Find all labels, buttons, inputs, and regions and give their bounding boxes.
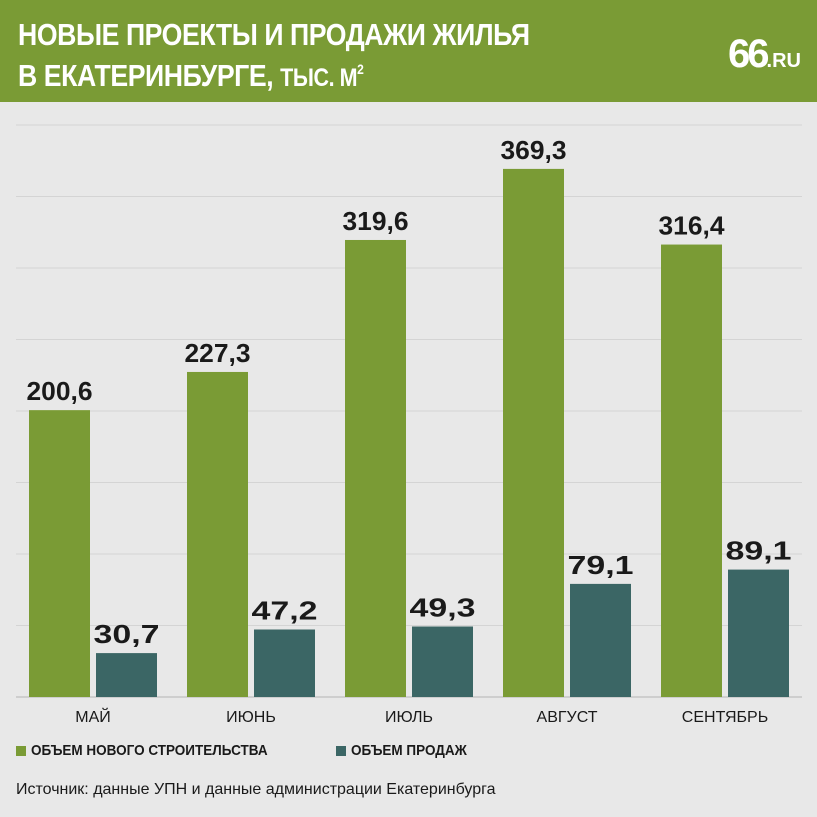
- legend-item-new-construction: ОБЪЕМ НОВОГО СТРОИТЕЛЬСТВА: [16, 742, 294, 760]
- bar-new-construction: [345, 239, 406, 698]
- bar-sales: [728, 569, 789, 697]
- title-line-2: В ЕКАТЕРИНБУРГЕ,: [18, 58, 274, 93]
- bar-new-construction: [661, 244, 722, 697]
- title-unit: ТЫС. М2: [280, 61, 364, 92]
- source-note: Источник: данные УПН и данные администра…: [16, 781, 496, 798]
- data-label-sales: 49,3: [410, 593, 476, 623]
- data-label-sales: 47,2: [252, 596, 318, 626]
- data-label-new-construction: 227,3: [185, 338, 251, 368]
- legend-swatch-sales: [336, 746, 347, 756]
- bar-new-construction: [187, 371, 248, 697]
- x-tick-label: СЕНТЯБРЬ: [682, 709, 768, 726]
- bar-new-construction: [503, 168, 564, 697]
- legend-label-sales: ОБЪЕМ ПРОДАЖ: [351, 742, 468, 759]
- bar-sales: [570, 583, 631, 697]
- legend-swatch-new-construction: [16, 746, 26, 756]
- site-logo[interactable]: 66.RU: [728, 32, 801, 77]
- title-line-1: НОВЫЕ ПРОЕКТЫ И ПРОДАЖИ ЖИЛЬЯ: [18, 17, 530, 52]
- x-tick-label: АВГУСТ: [537, 709, 598, 726]
- x-tick-label: ИЮЛЬ: [385, 709, 433, 726]
- bar-sales: [412, 626, 473, 697]
- data-label-sales: 89,1: [726, 536, 792, 566]
- data-label-new-construction: 316,4: [659, 211, 726, 241]
- bar-sales: [96, 653, 157, 697]
- logo-domain: .RU: [766, 50, 801, 72]
- title-unit-text: ТЫС. М: [280, 64, 358, 92]
- data-label-new-construction: 369,3: [501, 135, 567, 165]
- x-tick-label: МАЙ: [75, 707, 111, 726]
- legend-label-new-construction: ОБЪЕМ НОВОГО СТРОИТЕЛЬСТВА: [31, 742, 268, 759]
- legend-item-sales: ОБЪЕМ ПРОДАЖ: [336, 742, 480, 760]
- x-tick-label: ИЮНЬ: [226, 709, 276, 726]
- data-label-sales: 79,1: [568, 550, 634, 580]
- logo-number: 66: [728, 32, 769, 76]
- data-label-new-construction: 319,6: [343, 206, 409, 236]
- chart-legend: ОБЪЕМ НОВОГО СТРОИТЕЛЬСТВА ОБЪЕМ ПРОДАЖ: [16, 742, 518, 762]
- title-unit-superscript: 2: [357, 61, 364, 77]
- data-label-sales: 30,7: [94, 619, 160, 649]
- data-label-new-construction: 200,6: [27, 376, 93, 406]
- chart-title: НОВЫЕ ПРОЕКТЫ И ПРОДАЖИ ЖИЛЬЯ В ЕКАТЕРИН…: [18, 18, 530, 95]
- bar-sales: [254, 629, 315, 697]
- bar-new-construction: [29, 410, 90, 697]
- bar-chart: 200,6 30,7 МАЙ 227,3 47,2 ИЮНЬ 319,6 49,3 ИЮЛЬ 36…: [16, 124, 802, 726]
- header-banner: НОВЫЕ ПРОЕКТЫ И ПРОДАЖИ ЖИЛЬЯ В ЕКАТЕРИН…: [0, 0, 817, 102]
